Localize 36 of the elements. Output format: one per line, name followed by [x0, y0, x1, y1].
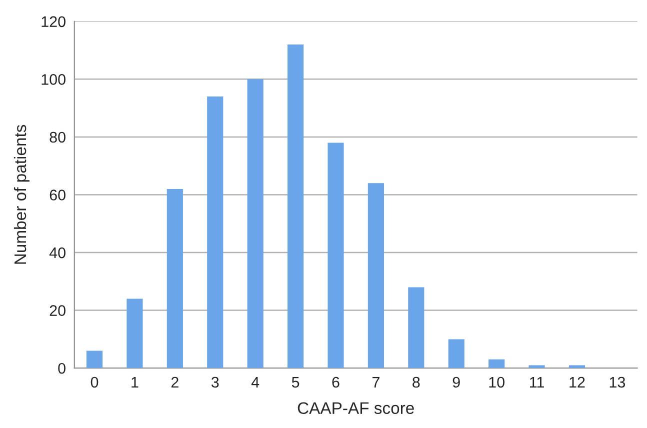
x-tick-label: 12 — [570, 376, 585, 388]
bar — [328, 142, 344, 368]
y-axis-title: Number of patients — [14, 124, 30, 264]
bar — [528, 365, 545, 368]
bar — [247, 79, 264, 368]
bar — [448, 339, 464, 368]
bar — [568, 365, 586, 368]
x-tick-label: 1 — [132, 376, 138, 388]
x-tick-label: 6 — [332, 376, 340, 388]
x-tick-label: 7 — [372, 376, 380, 388]
y-tick-label: 40 — [49, 247, 66, 258]
bar — [408, 287, 424, 368]
x-tick-label: 11 — [530, 376, 544, 388]
bar — [166, 188, 183, 368]
bar — [288, 44, 304, 368]
x-tick-label: 5 — [292, 376, 300, 388]
y-tick-label: 100 — [42, 74, 66, 85]
bar — [207, 96, 224, 368]
bar — [488, 359, 505, 368]
x-tick-label: 4 — [251, 376, 260, 388]
y-tick-label: 120 — [42, 16, 66, 28]
y-tick-label: 80 — [50, 132, 66, 143]
x-axis-title: CAAP-AF score — [298, 402, 414, 414]
x-tick-label: 9 — [452, 376, 460, 388]
y-tick-label: 60 — [50, 190, 66, 200]
bar — [368, 183, 384, 368]
x-tick-label: 8 — [412, 376, 420, 388]
x-tick-label: 2 — [171, 376, 178, 388]
y-tick-label: 20 — [50, 305, 66, 316]
x-tick-label: 13 — [610, 376, 626, 388]
x-tick-label: 0 — [90, 376, 98, 388]
x-tick-label: 3 — [211, 376, 219, 388]
y-tick-label: 0 — [58, 362, 66, 374]
bar — [86, 350, 103, 368]
bar — [126, 298, 143, 368]
x-tick-label: 10 — [489, 376, 504, 388]
